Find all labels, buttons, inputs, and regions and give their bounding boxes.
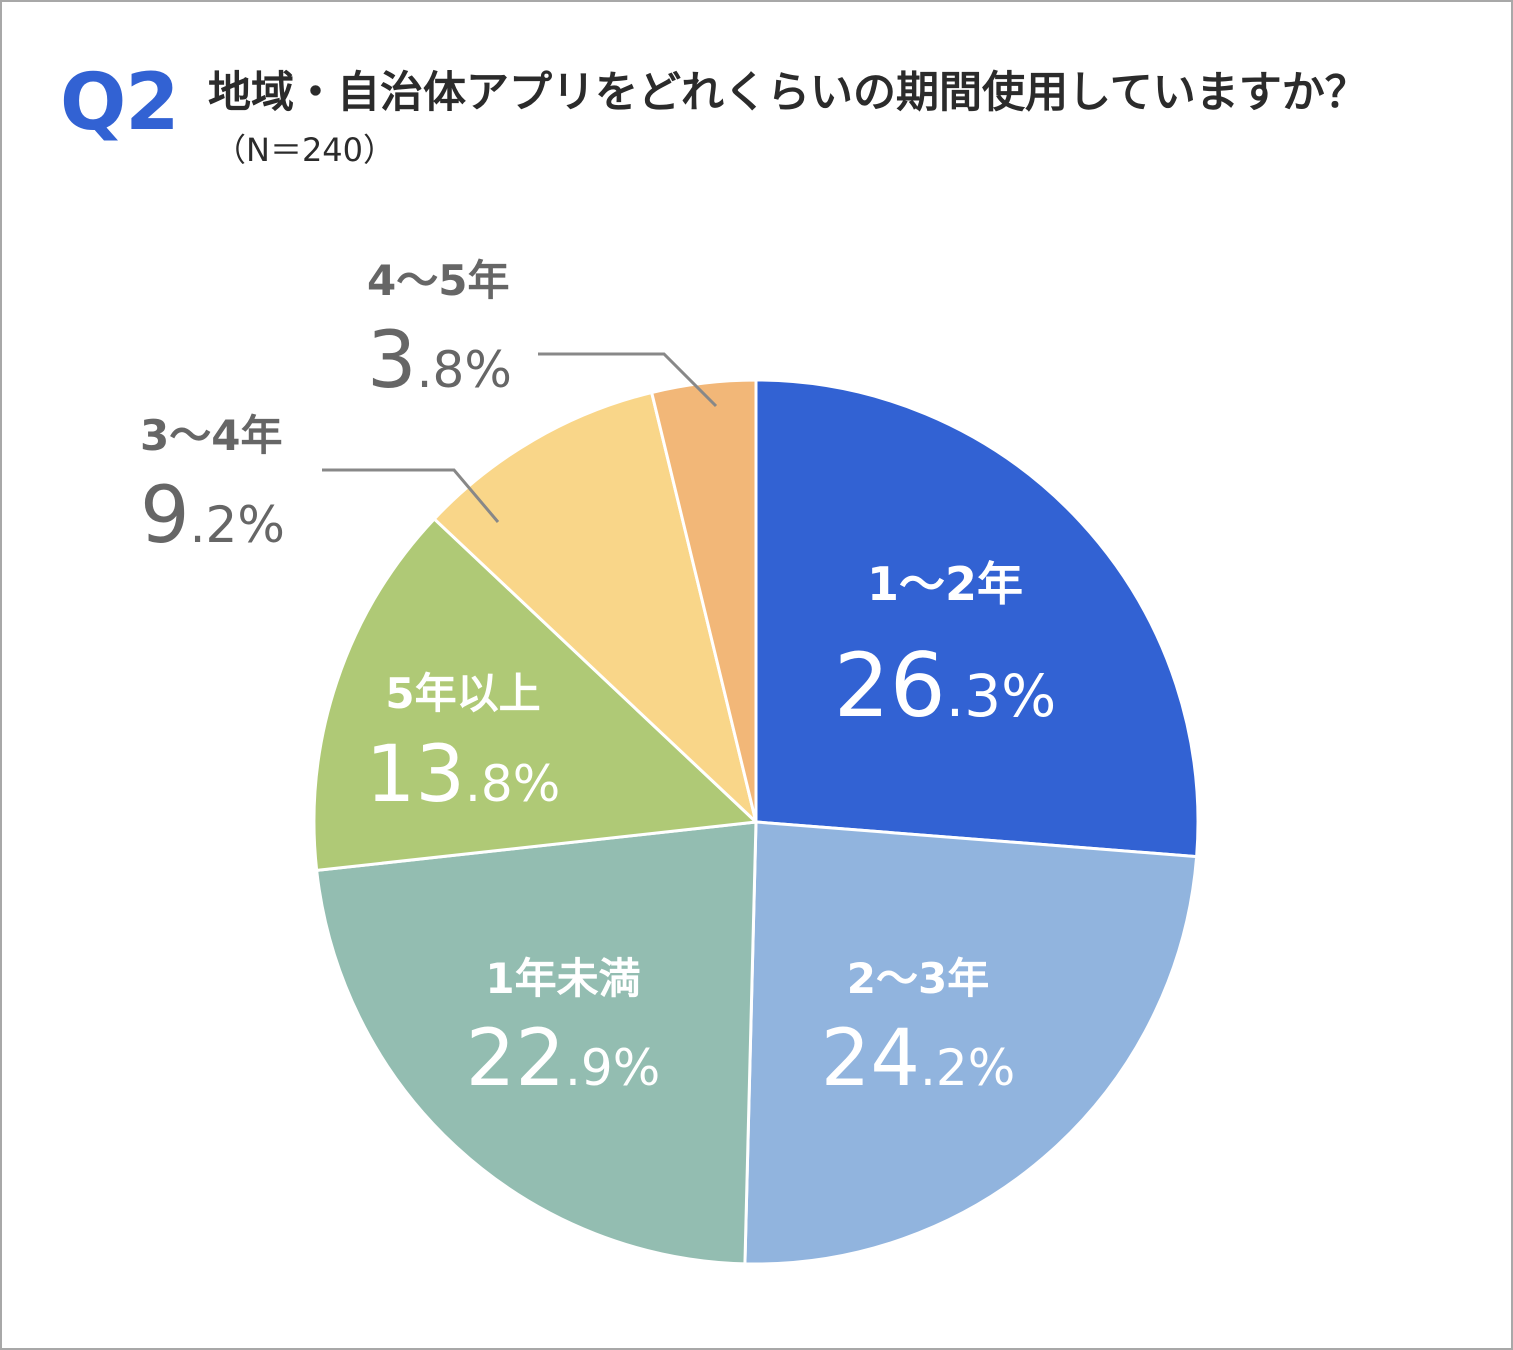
slice-value-dec-5: .2% — [190, 496, 285, 554]
slice-value-int-5: 9 — [140, 471, 190, 561]
slice-label-value-2: 24.2% — [821, 1014, 1015, 1104]
sample-size: （N＝240） — [214, 131, 396, 169]
slice-value-dec-4: .8% — [465, 755, 560, 813]
chart-title: 地域・自治体アプリをどれくらいの期間使用していますか？ — [208, 68, 1368, 118]
slice-label-value-5: 9.2% — [140, 471, 285, 561]
pie-slice-4 — [312, 517, 758, 872]
pie-slice-1 — [754, 378, 1200, 859]
slice-value-dec-1: .3% — [946, 662, 1056, 730]
leader-line-6 — [538, 352, 718, 408]
slice-label-value-1: 26.3% — [834, 634, 1056, 737]
slice-value-int-6: 3 — [367, 316, 417, 406]
question-number: Q2 — [60, 58, 180, 148]
slice-label-name-6: 4～5年 — [367, 256, 509, 305]
slice-value-int-4: 13 — [366, 730, 465, 820]
slice-label-value-3: 22.9% — [466, 1014, 660, 1104]
slice-value-int-1: 26 — [834, 634, 946, 737]
pie-slice-3 — [315, 820, 758, 1266]
slice-label-name-5: 3～4年 — [140, 411, 282, 460]
slice-label-name-2: 2～3年 — [847, 954, 989, 1003]
slice-value-dec-6: .8% — [417, 341, 512, 399]
slice-label-name-1: 1～2年 — [867, 557, 1023, 611]
slice-value-dec-3: .9% — [565, 1039, 660, 1097]
slice-label-name-4: 5年以上 — [385, 669, 540, 718]
slice-label-value-4: 13.8% — [366, 730, 560, 820]
pie-slice-2 — [743, 820, 1199, 1266]
pie-slice-6 — [650, 378, 758, 824]
pie-slices — [312, 378, 1200, 1266]
leader-lines — [322, 352, 718, 523]
slice-value-int-3: 22 — [466, 1014, 565, 1104]
slice-labels: 1～2年26.3%2～3年24.2%1年未満22.9%5年以上13.8%3～4年… — [140, 256, 1056, 1104]
slice-value-int-2: 24 — [821, 1014, 920, 1104]
slice-label-name-3: 1年未満 — [485, 954, 640, 1003]
leader-line-5 — [322, 468, 500, 523]
pie-slice-5 — [432, 390, 758, 824]
slice-label-value-6: 3.8% — [367, 316, 512, 406]
slice-value-dec-2: .2% — [920, 1039, 1015, 1097]
